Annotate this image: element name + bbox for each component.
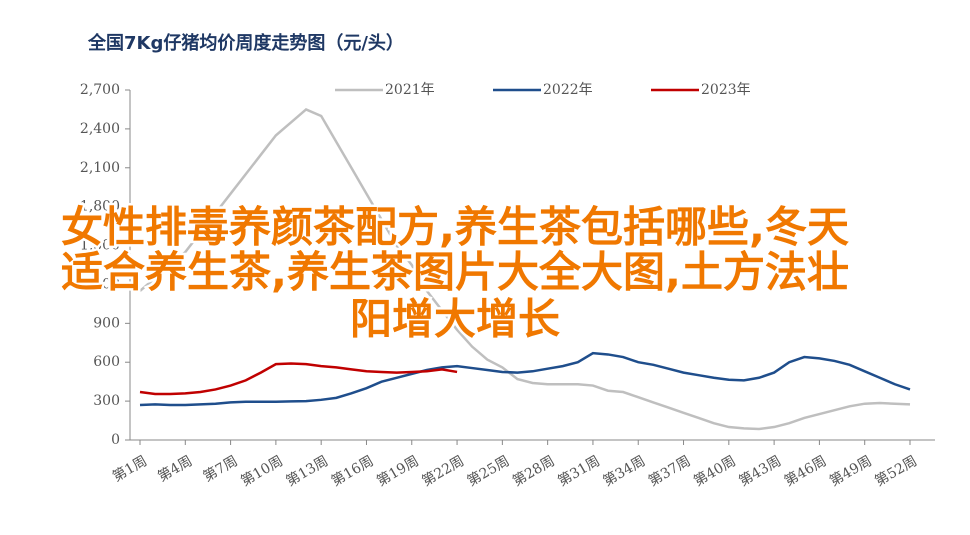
y-tick-label: 2,100 (80, 160, 120, 176)
x-tick-label: 第40周 (691, 452, 739, 490)
x-tick-label: 第1周 (110, 452, 150, 485)
y-tick-label: 0 (111, 432, 120, 448)
y-tick-label: 2,400 (80, 121, 120, 137)
overlay-text: 阳增大增长 (350, 295, 560, 344)
y-tick-label: 2,700 (80, 82, 120, 98)
legend-label: 2021年 (385, 82, 435, 98)
y-tick-label: 1,500 (80, 238, 120, 254)
series-line (139, 107, 911, 431)
x-tick-label: 第19周 (374, 452, 422, 490)
x-tick-label: 第7周 (200, 452, 240, 485)
y-tick-label: 900 (93, 315, 120, 331)
legend-label: 2022年 (543, 82, 593, 98)
x-tick-label: 第16周 (328, 452, 376, 490)
series-line (139, 351, 911, 407)
x-tick-label: 第13周 (283, 452, 331, 490)
series-line (139, 362, 458, 396)
y-tick-label: 1,200 (80, 276, 120, 292)
x-tick-label: 第22周 (419, 452, 467, 490)
x-tick-label: 第52周 (872, 452, 920, 490)
x-tick-label: 第49周 (827, 452, 875, 490)
y-tick-label: 1,800 (80, 199, 120, 215)
overlay-text: 女性排毒养颜茶配方,养生茶包括哪些,冬天 (61, 203, 849, 252)
x-tick-label: 第46周 (781, 452, 829, 490)
x-tick-label: 第34周 (600, 452, 648, 490)
x-tick-label: 第4周 (155, 452, 195, 485)
x-tick-label: 第10周 (238, 452, 286, 490)
y-tick-label: 600 (93, 354, 120, 370)
x-tick-label: 第25周 (464, 452, 512, 490)
x-tick-label: 第28周 (509, 452, 557, 490)
x-tick-label: 第37周 (645, 452, 693, 490)
y-tick-label: 300 (93, 393, 120, 409)
x-tick-label: 第43周 (736, 452, 784, 490)
x-tick-label: 第31周 (555, 452, 603, 490)
chart-title: 全国7Kg仔猪均价周度走势图（元/头） (87, 32, 404, 54)
overlay-text: 适合养生茶,养生茶图片大全大图,土方法壮 (61, 248, 849, 297)
legend-label: 2023年 (701, 82, 751, 98)
